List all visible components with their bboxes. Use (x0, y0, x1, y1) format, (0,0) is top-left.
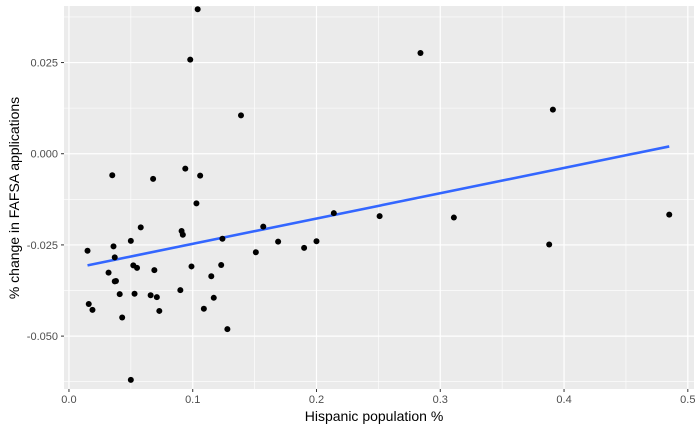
data-point (119, 314, 126, 321)
data-point (187, 56, 194, 63)
y-tick-label: 0.000 (30, 149, 58, 161)
data-point (116, 291, 123, 298)
grid-major (64, 6, 694, 389)
data-point (153, 294, 160, 301)
data-point (134, 264, 141, 271)
data-point (105, 269, 112, 276)
data-point (224, 326, 231, 333)
data-point (666, 211, 673, 218)
data-point (450, 214, 457, 221)
x-tick-label: 0.1 (185, 394, 200, 406)
data-point (218, 261, 225, 268)
data-point (208, 273, 215, 280)
trend-line (87, 145, 670, 267)
data-point (137, 224, 144, 231)
data-point (193, 200, 200, 207)
data-point (275, 238, 282, 245)
data-point (210, 294, 217, 301)
data-point (89, 306, 96, 313)
data-point (417, 50, 424, 57)
data-point (131, 290, 138, 297)
data-point (197, 172, 204, 179)
data-point (179, 231, 186, 238)
data-points (84, 6, 673, 383)
data-point (109, 172, 116, 179)
y-axis-title: % change in FAFSA applications (6, 97, 22, 299)
data-point (84, 247, 91, 254)
data-point (260, 223, 267, 230)
data-point (330, 210, 337, 217)
y-tick-label: 0.025 (30, 58, 58, 70)
trend-line-layer (87, 145, 670, 267)
data-point (127, 376, 134, 383)
grid-minor (64, 6, 694, 389)
data-point (252, 249, 259, 256)
x-tick-label: 0.5 (680, 394, 695, 406)
x-tick-label: 0.4 (556, 394, 571, 406)
x-tick-label: 0.3 (433, 394, 448, 406)
data-point (188, 263, 195, 270)
data-point (112, 278, 119, 285)
x-tick-label: 0.0 (61, 394, 76, 406)
data-point (147, 292, 154, 299)
data-point (219, 235, 226, 242)
data-point (127, 237, 134, 244)
data-point (151, 267, 158, 274)
y-tick-label: -0.050 (27, 331, 58, 343)
y-axis: -0.050 -0.025 0.000 0.025 (27, 58, 64, 343)
data-point (85, 301, 92, 308)
data-point (313, 238, 320, 245)
data-point (194, 6, 201, 13)
data-point (301, 244, 308, 251)
data-point (156, 307, 163, 314)
data-point (177, 287, 184, 294)
data-point (111, 254, 118, 261)
data-point (150, 175, 157, 182)
x-axis: 0.0 0.1 0.2 0.3 0.4 0.5 (61, 389, 695, 406)
data-point (110, 243, 117, 250)
data-point (376, 213, 383, 220)
data-point (200, 305, 207, 312)
plot-panel (64, 6, 694, 389)
data-point (182, 165, 189, 172)
y-tick-label: -0.025 (27, 240, 58, 252)
data-point (549, 106, 556, 113)
x-tick-label: 0.2 (309, 394, 324, 406)
data-point (546, 241, 553, 248)
data-point (237, 112, 244, 119)
x-axis-title: Hispanic population % (305, 408, 444, 424)
